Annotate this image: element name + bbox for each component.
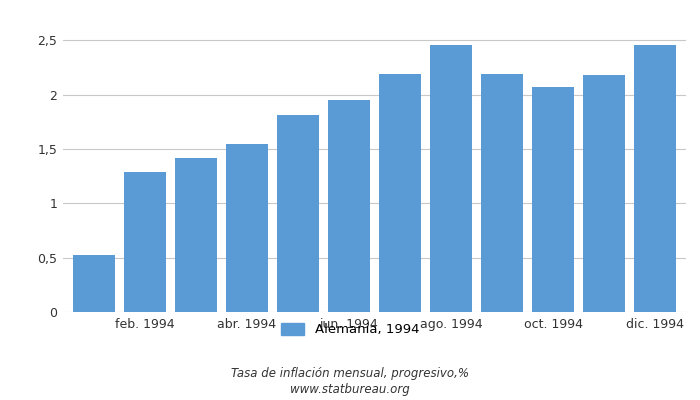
Bar [328,100,370,312]
Bar [532,87,574,312]
Bar [430,45,472,312]
Bar [583,75,625,312]
Bar [379,74,421,312]
Text: www.statbureau.org: www.statbureau.org [290,384,410,396]
Bar [277,115,318,312]
Text: Tasa de inflación mensual, progresivo,%: Tasa de inflación mensual, progresivo,% [231,368,469,380]
Legend: Alemania, 1994: Alemania, 1994 [275,318,425,342]
Bar [73,256,115,312]
Bar [226,144,268,312]
Bar [481,74,523,312]
Bar [175,158,217,312]
Bar [634,45,676,312]
Bar [124,172,166,312]
